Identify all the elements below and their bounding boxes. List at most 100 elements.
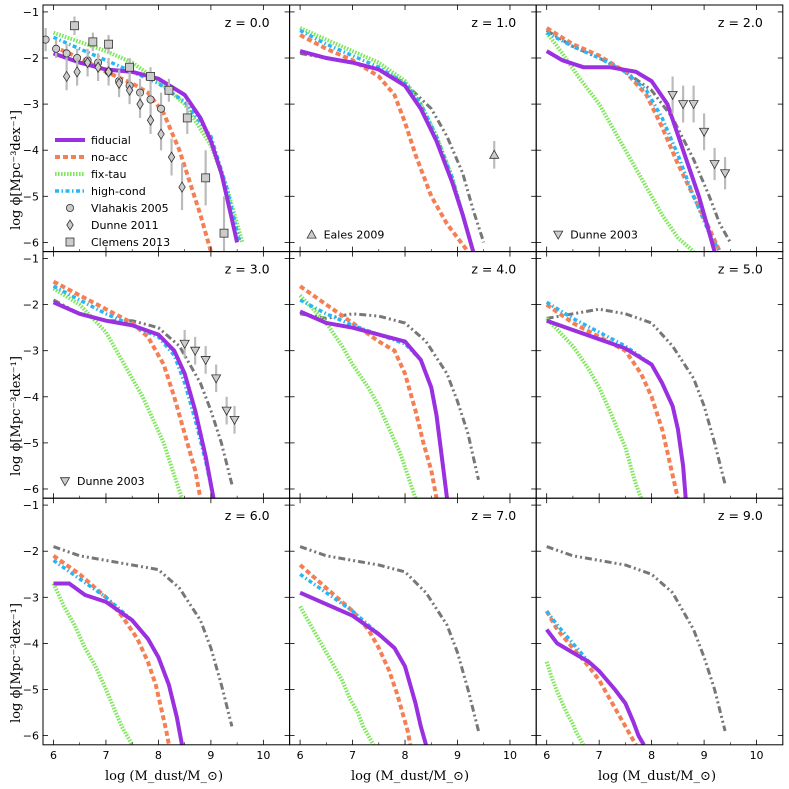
label-marker [59, 477, 71, 487]
y-tick-label: −1 [23, 253, 39, 266]
data-point [200, 356, 211, 366]
y-tick-label: −5 [23, 190, 39, 203]
series-lines [299, 26, 486, 252]
panel-9: 6 7 8 9 10 z = 9.0 [535, 497, 784, 762]
x-tick-label: 8 [155, 749, 162, 762]
series-line-fix-tau [298, 605, 376, 745]
y-tick-label: −1 [23, 6, 39, 19]
legend-item-no-acc: no-acc [55, 151, 128, 164]
data-point [88, 37, 98, 47]
x-tick-label: 10 [256, 749, 270, 762]
series-line-extra [546, 307, 727, 485]
data-point [70, 21, 79, 31]
panel-title: z = 4.0 [471, 262, 516, 277]
data-point [178, 181, 186, 193]
series-line-no-acc [545, 26, 722, 252]
data-point [677, 100, 689, 110]
data-point [62, 49, 71, 58]
data-point [167, 151, 176, 163]
panel-title: z = 1.0 [471, 15, 516, 30]
data-point [719, 169, 731, 179]
data-point [136, 98, 144, 110]
panel-8: 6 7 8 9 10 z = 7.0 [289, 497, 537, 762]
data-point [62, 70, 71, 83]
series-line-fiducial [52, 300, 216, 499]
panel-title: z = 2.0 [718, 15, 763, 30]
y-tick-label: −1 [23, 499, 39, 512]
data-point [182, 113, 192, 123]
panel-title: z = 5.0 [718, 262, 763, 277]
y-tick-label: −4 [23, 391, 39, 404]
series-line-fiducial [53, 581, 184, 745]
data-point [104, 39, 113, 49]
panel-6: z = 5.0 [535, 251, 784, 499]
data-point [94, 61, 102, 73]
data-point [73, 66, 81, 78]
observations-triangle-up [489, 140, 500, 169]
series-line-high-cond [545, 31, 722, 252]
data-point [125, 62, 134, 72]
panel-frame [535, 497, 784, 746]
panel-frame [535, 4, 784, 253]
series-line-extra [299, 545, 480, 732]
legend-label: Clemens 2013 [91, 236, 170, 249]
panel-title: z = 0.0 [225, 15, 270, 30]
legend-label: no-acc [91, 151, 128, 164]
panel-2: z = 1.0 Eales 2009 [289, 4, 537, 253]
series-lines [544, 545, 727, 745]
y-tick-label: −3 [23, 345, 39, 358]
y-tick-label: −2 [23, 545, 39, 558]
series-line-no-acc [544, 610, 638, 745]
panel-7: 6 7 8 9 10 −1 −2 −3 −4 −5 −6 z = 6.0 [23, 497, 291, 762]
x-tick-label: 8 [402, 749, 409, 762]
label-marker [306, 229, 317, 239]
x-tick-label: 7 [349, 749, 356, 762]
panel-title: z = 6.0 [225, 508, 270, 523]
series-line-high-cond [545, 300, 688, 499]
legend-item-obs-circle: Vlahakis 2005 [66, 202, 169, 215]
data-point [115, 77, 123, 90]
y-axis-label: log ϕ[Mpc⁻³dex⁻¹] [9, 603, 24, 723]
series-line-fiducial [299, 49, 476, 252]
data-point [146, 72, 155, 81]
legend-item-fiducial: fiducial [55, 134, 131, 147]
data-point [179, 339, 190, 350]
series-line-fix-tau [545, 317, 643, 499]
series-line-no-acc [298, 563, 413, 745]
data-point [201, 173, 211, 183]
series-line-fiducial [545, 49, 717, 252]
data-point [52, 44, 61, 53]
observations-square [70, 16, 229, 252]
panel-frame [42, 497, 291, 746]
x-axis-label: log (M_dust/M_⊙) [351, 769, 469, 784]
data-point [43, 35, 50, 44]
y-tick-label: −2 [23, 299, 39, 312]
series-lines [52, 279, 234, 499]
x-tick-label: 7 [596, 749, 603, 762]
y-tick-label: −3 [23, 98, 39, 111]
series-lines [51, 545, 234, 745]
data-point [229, 415, 240, 426]
x-tick-label: 9 [701, 749, 708, 762]
series-line-fix-tau [299, 26, 476, 252]
legend: fiducial no-acc fix-tau high-cond Vlahakis 2… [55, 134, 170, 249]
series-line-high-cond [299, 28, 475, 252]
y-axis-label: log ϕ[Mpc⁻³dex⁻¹] [9, 110, 24, 230]
y-tick-label: −4 [23, 637, 39, 650]
data-point [698, 127, 710, 138]
x-axis-label: log (M_dust/M_⊙) [105, 769, 223, 784]
data-point [104, 66, 113, 78]
legend-item-obs-square: Clemens 2013 [65, 236, 170, 249]
y-tick-label: −6 [23, 483, 39, 496]
y-tick-label: −6 [23, 730, 39, 743]
x-tick-label: 9 [207, 749, 214, 762]
y-axis-label: log ϕ[Mpc⁻³dex⁻¹] [9, 356, 24, 476]
legend-marker [66, 203, 75, 212]
series-line-fix-tau [51, 582, 134, 745]
legend-item-fix-tau: fix-tau [55, 168, 126, 181]
observations-triangle-down [179, 329, 240, 434]
y-tick-label: −4 [23, 144, 39, 157]
x-tick-label: 6 [297, 749, 304, 762]
series-line-fiducial [299, 309, 449, 499]
